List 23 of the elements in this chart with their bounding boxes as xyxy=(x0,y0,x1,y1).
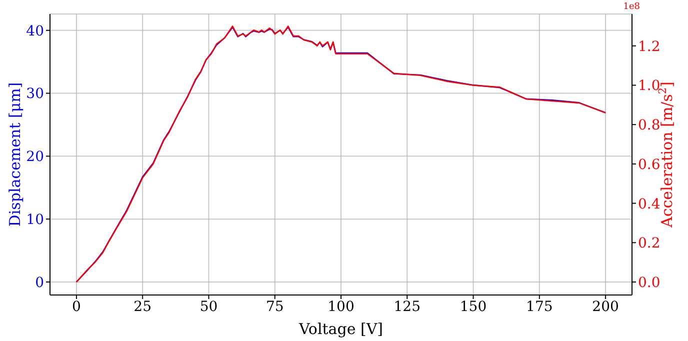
x-tick-label: 0 xyxy=(72,298,81,315)
x-tick-label: 25 xyxy=(134,298,152,315)
y-tick-label: 0 xyxy=(35,274,44,291)
y-tick-label: 10 xyxy=(26,212,44,228)
y2-tick-label: 1.2 xyxy=(638,38,660,55)
y-axis-title: Displacement [μm] xyxy=(6,82,24,227)
y2-tick-label: 0.8 xyxy=(638,118,660,134)
y-tick-label: 20 xyxy=(26,149,44,166)
x-tick-label: 50 xyxy=(200,298,218,315)
x-tick-label: 150 xyxy=(460,298,487,315)
y-tick-label: 30 xyxy=(26,86,44,102)
x-axis-title: Voltage [V] xyxy=(298,320,384,338)
x-tick-label: 125 xyxy=(394,298,421,315)
x-tick-label: 75 xyxy=(266,298,284,315)
x-tick-label: 200 xyxy=(592,298,619,315)
y-tick-label: 40 xyxy=(26,23,44,40)
text: 1e8 xyxy=(623,2,640,12)
y2-tick-label: 0.0 xyxy=(638,274,660,291)
y2-tick-label: 0.6 xyxy=(638,156,660,173)
x-tick-label: 100 xyxy=(328,298,354,315)
y2-tick-label: 0.2 xyxy=(638,236,660,252)
x-tick-label: 175 xyxy=(526,298,553,315)
y2-tick-label: 0.4 xyxy=(638,196,660,212)
